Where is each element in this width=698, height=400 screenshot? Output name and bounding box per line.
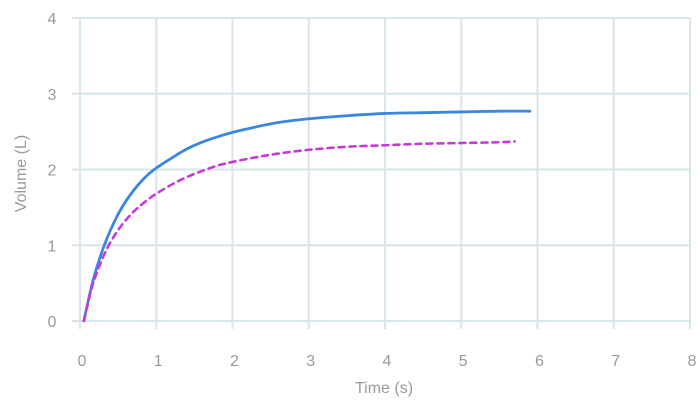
x-tick-label: 7 bbox=[611, 353, 620, 370]
x-tick-label: 1 bbox=[154, 353, 163, 370]
x-tick-label: 3 bbox=[306, 353, 315, 370]
y-axis-label: Volume (L) bbox=[13, 135, 30, 212]
y-tick-label: 2 bbox=[48, 163, 57, 180]
y-tick-label: 1 bbox=[48, 238, 57, 255]
x-axis-label: Time (s) bbox=[355, 380, 413, 397]
x-tick-label: 8 bbox=[688, 353, 697, 370]
x-tick-label: 2 bbox=[230, 353, 239, 370]
series-line-1 bbox=[82, 109, 532, 323]
y-tick-label: 3 bbox=[48, 87, 57, 104]
y-tick-label: 0 bbox=[48, 314, 57, 331]
y-tick-label: 4 bbox=[48, 11, 57, 28]
series-layer bbox=[82, 109, 532, 323]
x-tick-label: 6 bbox=[535, 353, 544, 370]
grid bbox=[72, 17, 691, 329]
x-tick-label: 5 bbox=[459, 353, 468, 370]
x-tick-label: 0 bbox=[78, 353, 87, 370]
series-line-2 bbox=[82, 140, 516, 323]
x-tick-label: 4 bbox=[383, 353, 392, 370]
tick-labels: 0 1 2 3 4 5 6 7 8 0 1 2 3 4 bbox=[48, 11, 697, 370]
